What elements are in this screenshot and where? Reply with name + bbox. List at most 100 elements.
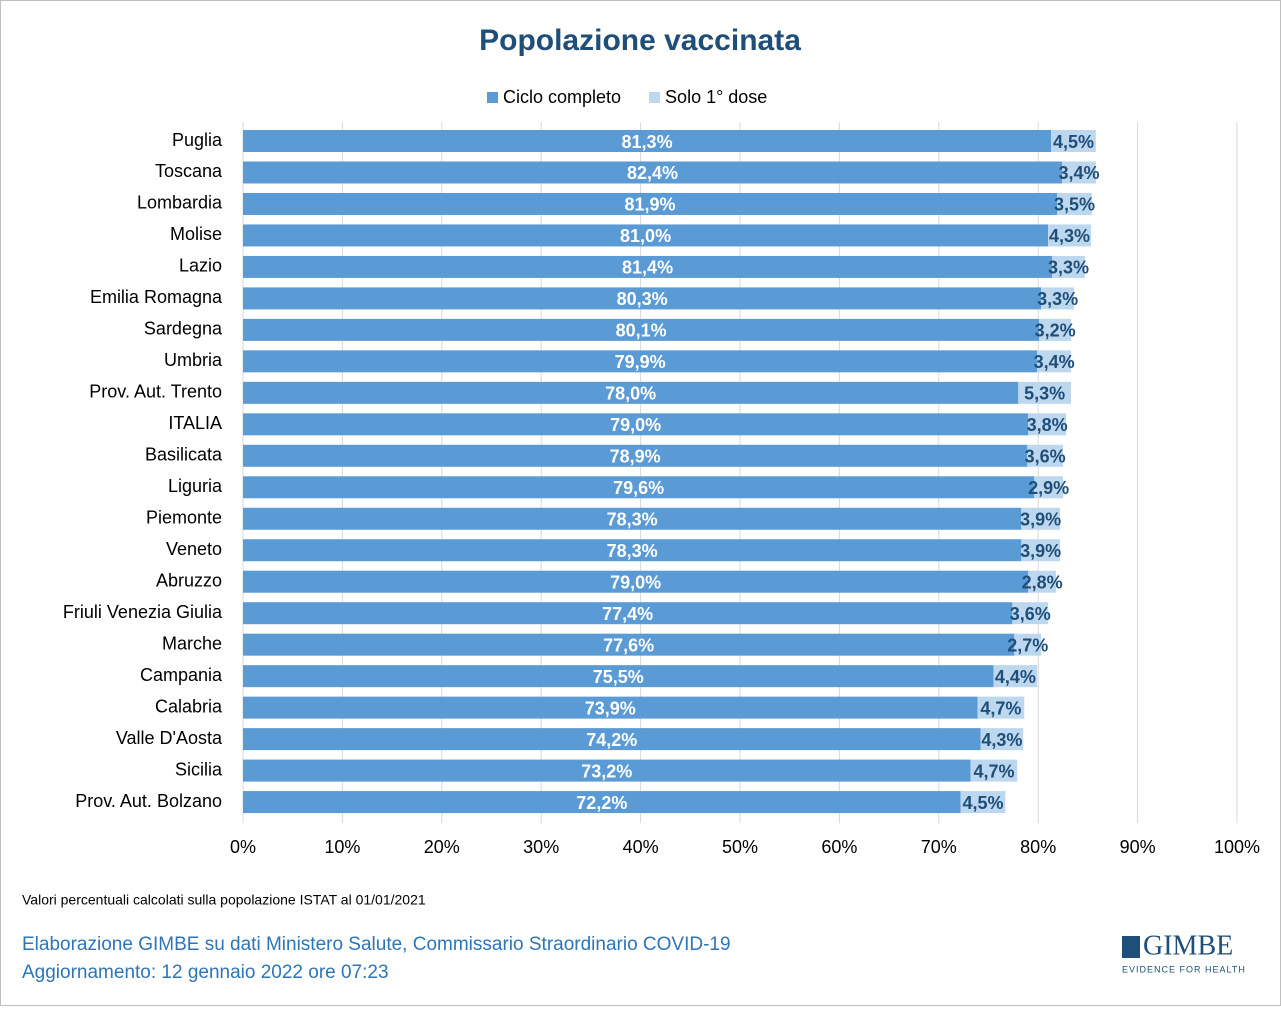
bar-segment (243, 255, 1053, 278)
chart-title: Popolazione vaccinata (479, 24, 801, 57)
value-label: 3,2% (1035, 321, 1076, 341)
y-tick-label: Prov. Aut. Trento (89, 382, 222, 402)
value-label: 3,8% (1027, 415, 1068, 435)
logo: GIMBE (1143, 930, 1233, 961)
y-tick-label: Sicilia (175, 759, 223, 779)
bar-segment (243, 507, 1022, 530)
value-label: 81,0% (620, 226, 671, 246)
bar-segment (243, 381, 1019, 404)
bar-segment (1052, 255, 1085, 278)
bar-segment (243, 570, 1029, 593)
bar-segment (243, 539, 1022, 562)
value-label: 72,2% (576, 793, 627, 813)
bar-segment (1021, 539, 1061, 562)
bar-segment (1012, 602, 1049, 625)
bar-segment (243, 759, 971, 782)
value-label: 78,3% (607, 541, 658, 561)
bar-segment (1048, 224, 1091, 247)
bar-segment (1014, 633, 1042, 656)
y-tick-label: Campania (140, 665, 223, 685)
bar-segment (243, 665, 994, 688)
source: Elaborazione GIMBE su dati Ministero Sal… (22, 934, 731, 955)
value-label: 79,0% (610, 572, 661, 592)
value-label: 2,8% (1022, 572, 1063, 592)
y-tick-label: Lazio (179, 256, 222, 276)
y-tick-label: Molise (170, 224, 222, 244)
updated: Aggiornamento: 12 gennaio 2022 ore 07:23 (22, 962, 389, 983)
value-label: 3,6% (1010, 604, 1051, 624)
bar-segment (1034, 476, 1064, 499)
y-tick-label: Prov. Aut. Bolzano (75, 791, 222, 811)
value-label: 73,2% (581, 761, 632, 781)
bar-segment (1041, 287, 1074, 310)
note: Valori percentuali calcolati sulla popol… (22, 892, 426, 908)
y-tick-label: Veneto (166, 539, 222, 559)
value-label: 4,5% (963, 793, 1004, 813)
value-label: 4,7% (980, 698, 1021, 718)
bar-segment (993, 665, 1038, 688)
value-label: 80,1% (616, 321, 667, 341)
bar-segment (243, 350, 1038, 373)
bar-segment (960, 791, 1006, 814)
x-tick-label: 100% (1214, 837, 1260, 857)
value-label: 5,3% (1024, 384, 1065, 404)
y-tick-label: Calabria (155, 696, 223, 716)
value-label: 2,9% (1028, 478, 1069, 498)
value-label: 81,3% (622, 132, 673, 152)
bar-segment (970, 759, 1018, 782)
y-tick-label: Sardegna (144, 319, 223, 339)
value-label: 2,7% (1007, 635, 1048, 655)
y-tick-label: Emilia Romagna (90, 287, 223, 307)
value-label: 3,3% (1048, 258, 1089, 278)
value-label: 77,6% (603, 635, 654, 655)
bar-segment (977, 696, 1025, 719)
y-tick-label: Toscana (155, 161, 223, 181)
bar-segment (1028, 570, 1057, 593)
value-label: 3,9% (1020, 541, 1061, 561)
y-tick-label: Abruzzo (156, 570, 222, 590)
bar-segment (243, 476, 1035, 499)
bar-segment (1062, 161, 1096, 184)
y-tick-label: Basilicata (145, 445, 223, 465)
y-tick-label: Umbria (164, 350, 223, 370)
bar-segment (243, 728, 981, 751)
value-label: 4,5% (1053, 132, 1094, 152)
legend-label: Ciclo completo (503, 87, 621, 107)
legend-swatch (649, 92, 661, 103)
bar-segment (243, 444, 1028, 467)
y-tick-label: Friuli Venezia Giulia (63, 602, 223, 622)
bar-segment (1037, 350, 1072, 373)
x-tick-label: 10% (324, 837, 360, 857)
bar-segment (243, 318, 1040, 341)
value-label: 4,3% (1049, 226, 1090, 246)
value-label: 3,9% (1020, 510, 1061, 530)
logo-tagline: EVIDENCE FOR HEALTH (1122, 964, 1246, 974)
value-label: 3,3% (1037, 289, 1078, 309)
bar-segment (243, 602, 1013, 625)
x-tick-label: 60% (821, 837, 857, 857)
value-label: 79,6% (613, 478, 664, 498)
legend-label: Solo 1° dose (665, 87, 767, 107)
bar-segment (243, 413, 1029, 436)
y-tick-label: ITALIA (168, 413, 222, 433)
value-label: 78,9% (610, 447, 661, 467)
value-label: 81,9% (625, 195, 676, 215)
value-label: 80,3% (617, 289, 668, 309)
value-label: 75,5% (593, 667, 644, 687)
bar-segment (1039, 318, 1072, 341)
value-label: 4,4% (995, 667, 1036, 687)
bar-segment (1018, 381, 1072, 404)
value-label: 4,7% (973, 761, 1014, 781)
y-tick-label: Piemonte (146, 508, 222, 528)
y-tick-label: Liguria (168, 476, 223, 496)
bar-segment (1021, 507, 1061, 530)
bar-segment (243, 791, 961, 814)
bar-segment (243, 696, 978, 719)
value-label: 79,0% (610, 415, 661, 435)
value-label: 74,2% (586, 730, 637, 750)
value-label: 3,6% (1025, 447, 1066, 467)
logo-icon (1122, 936, 1140, 958)
y-tick-label: Valle D'Aosta (116, 728, 223, 748)
